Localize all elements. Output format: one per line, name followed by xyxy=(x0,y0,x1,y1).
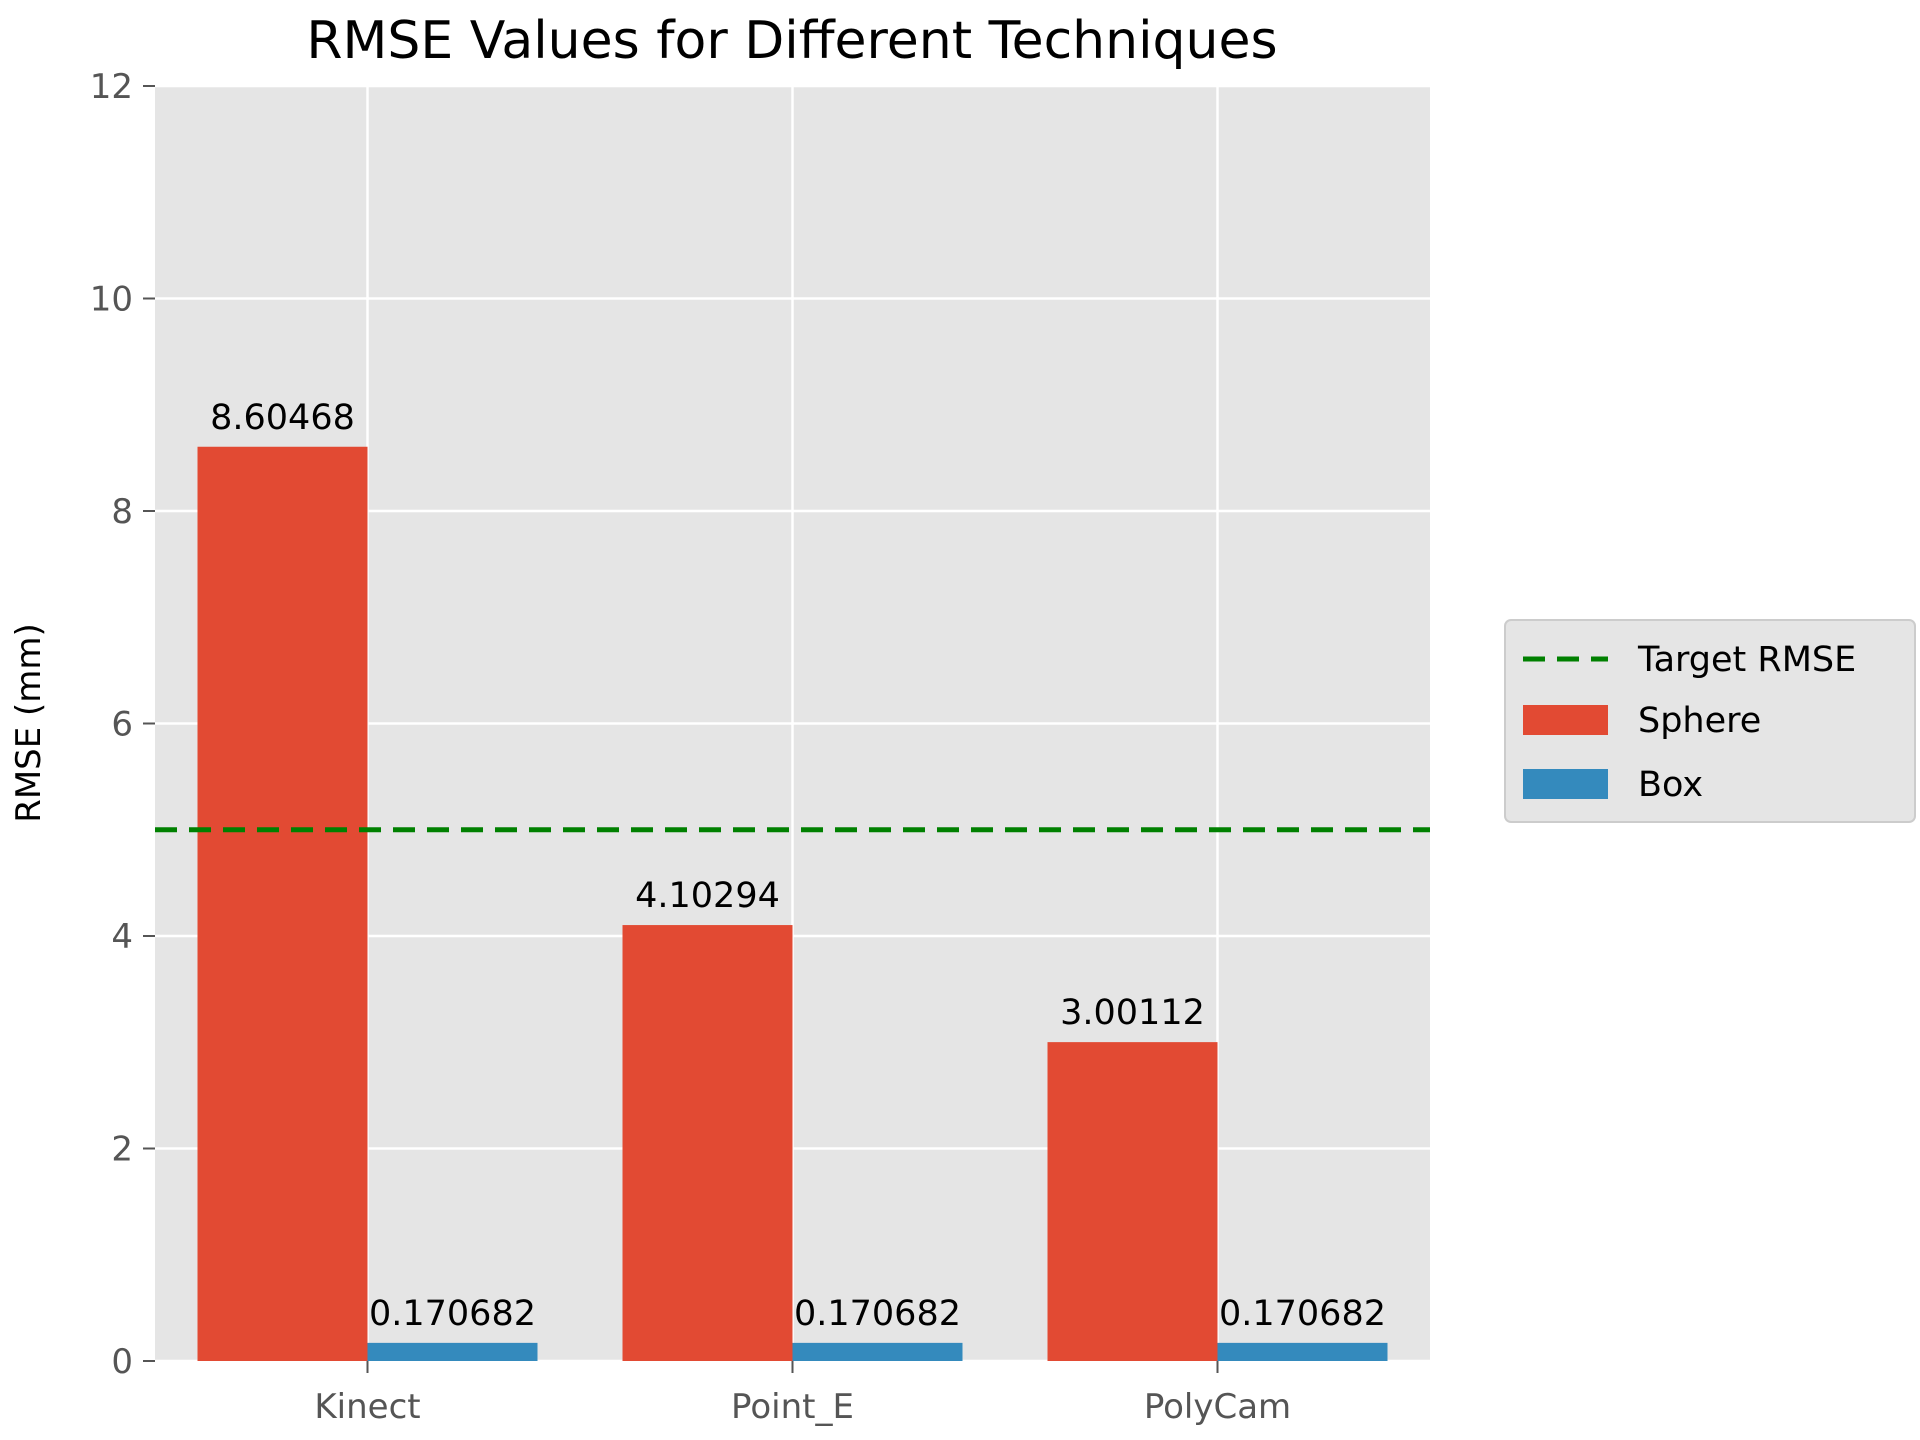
y-axis-label: RMSE (mm) xyxy=(9,623,49,823)
data-label: 3.00112 xyxy=(1060,993,1205,1033)
legend-label-target-rmse: Target RMSE xyxy=(1637,640,1856,680)
legend: Target RMSE Sphere Box xyxy=(1504,619,1916,823)
y-tick-label: 0 xyxy=(111,1342,133,1382)
bar-box xyxy=(367,1342,538,1361)
bar-sphere xyxy=(1047,1042,1218,1361)
legend-swatch-sphere xyxy=(1523,705,1608,735)
bars xyxy=(197,446,1388,1361)
bar-box xyxy=(792,1342,963,1361)
y-tick-label: 10 xyxy=(90,280,133,320)
data-label: 0.170682 xyxy=(369,1294,536,1334)
y-tick-label: 4 xyxy=(111,917,133,957)
legend-label-box: Box xyxy=(1638,765,1703,805)
bar-box xyxy=(1217,1342,1388,1361)
x-tick-label: Kinect xyxy=(314,1387,420,1427)
data-label: 0.170682 xyxy=(794,1294,961,1334)
y-tick-label: 8 xyxy=(111,492,133,532)
legend-label-sphere: Sphere xyxy=(1638,701,1761,741)
x-tick-label: Point_E xyxy=(731,1387,854,1427)
data-label: 0.170682 xyxy=(1219,1294,1386,1334)
y-axis: 0 2 4 6 8 10 12 xyxy=(90,67,155,1382)
y-tick-label: 2 xyxy=(111,1130,133,1170)
bar-sphere xyxy=(622,925,793,1361)
data-labels: 8.60468 4.10294 3.00112 0.170682 0.170682 0.1… xyxy=(210,398,1386,1334)
x-axis: Kinect Point_E PolyCam xyxy=(314,1361,1291,1427)
bar-sphere xyxy=(197,446,368,1361)
data-label: 8.60468 xyxy=(210,398,355,438)
y-tick-label: 12 xyxy=(90,67,133,107)
chart-title: RMSE Values for Different Techniques xyxy=(306,11,1277,71)
legend-swatch-box xyxy=(1523,769,1608,799)
data-label: 4.10294 xyxy=(635,876,780,916)
y-tick-label: 6 xyxy=(111,705,133,745)
x-tick-label: PolyCam xyxy=(1144,1387,1291,1427)
